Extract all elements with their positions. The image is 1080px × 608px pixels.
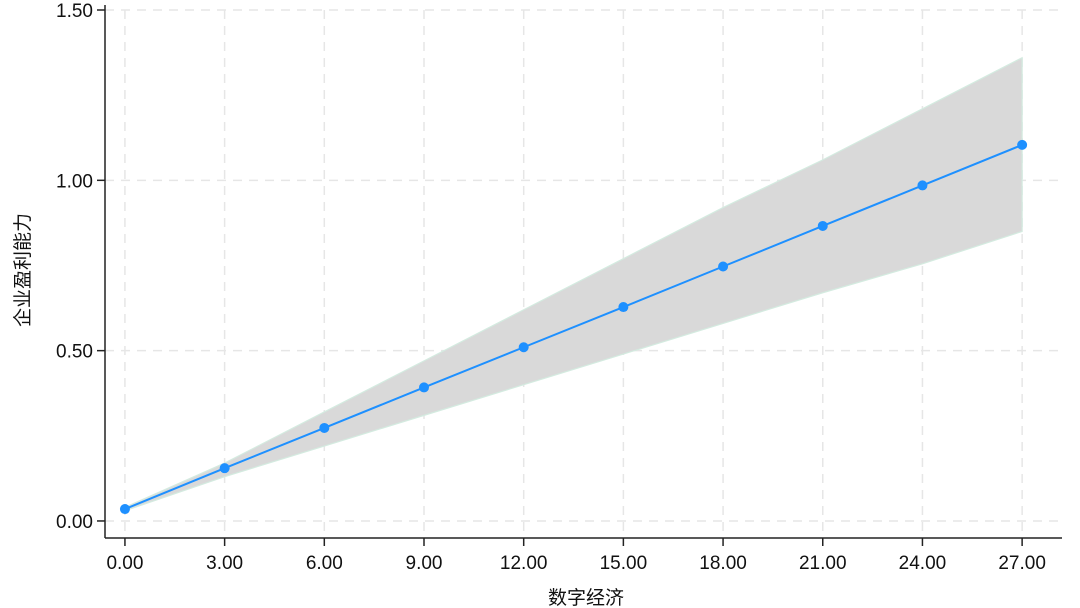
y-tick-label: 0.00 [56, 512, 93, 533]
data-point [419, 382, 429, 393]
x-tick-label: 24.00 [899, 553, 947, 574]
x-tick-label: 15.00 [600, 553, 648, 574]
x-tick-label: 27.00 [998, 553, 1046, 574]
data-point [518, 342, 529, 353]
x-tick-label: 9.00 [406, 553, 443, 574]
data-point [718, 261, 729, 272]
data-point [319, 422, 330, 433]
confidence-band-area [124, 56, 1023, 512]
x-tick-label: 12.00 [500, 553, 548, 574]
y-axis-label: 企业盈利能力 [12, 213, 34, 327]
y-tick-label: 0.50 [56, 342, 93, 363]
x-tick-label: 3.00 [206, 553, 243, 574]
data-point [1017, 139, 1028, 150]
data-point [817, 220, 828, 231]
data-point [917, 180, 928, 191]
series-line [124, 143, 1023, 510]
confidence-band [124, 56, 1023, 512]
series [119, 139, 1028, 515]
data-point [219, 463, 230, 474]
x-tick-label: 0.00 [106, 553, 143, 574]
x-tick-label: 18.00 [699, 553, 747, 574]
data-point [119, 504, 130, 515]
axes: 0.00 3.00 6.00 9.00 12.00 15.00 18.00 21.00 24.0… [56, 1, 1062, 574]
x-tick-label: 21.00 [799, 553, 847, 574]
data-point [618, 302, 629, 313]
x-tick-label: 6.00 [306, 553, 343, 574]
x-axis-label: 数字经济 [548, 587, 624, 608]
y-tick-label: 1.00 [56, 171, 93, 192]
y-tick-label: 1.50 [56, 1, 93, 22]
